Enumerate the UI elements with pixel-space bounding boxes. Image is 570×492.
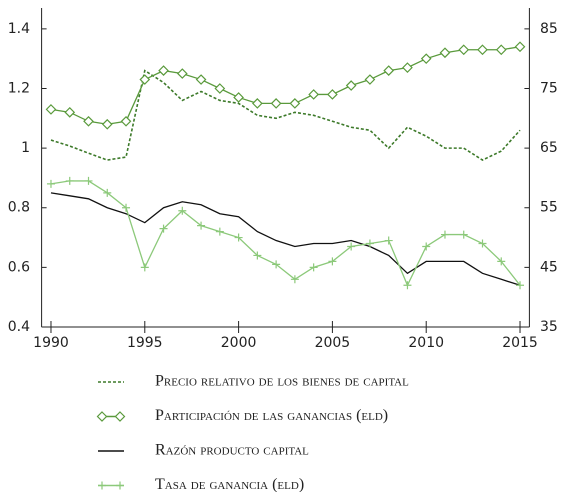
diamond-marker bbox=[402, 62, 413, 73]
diamond-marker bbox=[439, 47, 451, 59]
plus-marker bbox=[365, 239, 374, 248]
legend-label: Tasa de ganancia (eld) bbox=[155, 476, 304, 492]
diamond-marker bbox=[308, 89, 319, 100]
plus-marker bbox=[197, 221, 206, 230]
diamond-marker bbox=[96, 411, 108, 422]
diamond-marker bbox=[514, 41, 526, 53]
diamond-marker bbox=[327, 89, 338, 100]
plus-marker bbox=[253, 251, 262, 260]
plus-marker bbox=[159, 224, 168, 233]
plus-marker bbox=[140, 263, 149, 272]
plus-marker bbox=[384, 236, 393, 245]
y2-tick-label: 45 bbox=[540, 259, 558, 275]
legend-label: Razón producto capital bbox=[155, 442, 309, 459]
diamond-marker bbox=[83, 115, 94, 127]
plus-marker bbox=[116, 481, 124, 490]
x-tick-label: 2015 bbox=[502, 335, 538, 351]
legend-label: Precio relativo de los bienes de capital bbox=[155, 373, 409, 390]
diamond-marker bbox=[477, 44, 488, 56]
plus-marker bbox=[347, 242, 356, 251]
x-tick-label: 2005 bbox=[315, 335, 351, 351]
plus-marker bbox=[272, 260, 281, 269]
plus-marker bbox=[422, 242, 431, 251]
y-tick-label: 1 bbox=[21, 140, 30, 156]
y-tick-label: 0.4 bbox=[8, 319, 30, 335]
plus-marker bbox=[403, 281, 412, 290]
diamond-marker bbox=[458, 44, 470, 56]
y2-tick-label: 55 bbox=[540, 200, 558, 216]
plus-marker bbox=[98, 481, 106, 490]
y-tick-label: 1.2 bbox=[8, 80, 30, 96]
series-line bbox=[50, 180, 521, 287]
diamond-marker bbox=[420, 53, 432, 65]
y-tick-label: 1.4 bbox=[8, 21, 30, 37]
diamond-marker bbox=[64, 106, 76, 118]
x-tick-label: 2010 bbox=[408, 335, 444, 351]
diamond-marker bbox=[364, 74, 376, 85]
plus-marker bbox=[234, 233, 243, 242]
diamond-marker bbox=[195, 74, 207, 85]
diamond-marker bbox=[158, 65, 169, 76]
diamond-marker bbox=[252, 98, 263, 109]
diamond-marker bbox=[176, 68, 188, 79]
x-tick-label: 1990 bbox=[33, 335, 69, 351]
diamond-marker bbox=[114, 411, 126, 422]
plus-marker bbox=[122, 203, 131, 212]
diamond-marker bbox=[139, 74, 151, 85]
y-tick-label: 0.6 bbox=[8, 259, 30, 275]
plus-marker bbox=[84, 176, 93, 185]
plus-marker bbox=[478, 239, 487, 248]
series-line bbox=[50, 192, 521, 286]
plus-marker bbox=[178, 206, 187, 215]
y2-tick-label: 85 bbox=[540, 21, 558, 37]
plus-marker bbox=[46, 179, 55, 188]
y2-tick-label: 75 bbox=[540, 80, 558, 96]
plus-marker bbox=[328, 257, 337, 266]
diamond-marker bbox=[233, 92, 244, 103]
plus-marker bbox=[497, 257, 506, 266]
plus-marker bbox=[309, 263, 318, 272]
plus-marker bbox=[215, 227, 224, 236]
diamond-marker bbox=[214, 83, 226, 94]
y-tick-label: 0.8 bbox=[8, 200, 30, 216]
plus-marker bbox=[65, 176, 74, 185]
x-tick-label: 1995 bbox=[127, 335, 163, 351]
diamond-marker bbox=[120, 115, 132, 127]
diamond-marker bbox=[383, 65, 395, 76]
legend-label: Participación de las ganancias (eld) bbox=[155, 407, 388, 424]
diamond-marker bbox=[345, 80, 357, 91]
diamond-marker bbox=[289, 98, 301, 109]
plus-marker bbox=[440, 230, 449, 239]
plus-marker bbox=[516, 281, 525, 290]
x-tick-label: 2000 bbox=[221, 335, 257, 351]
plus-marker bbox=[459, 230, 468, 239]
y2-tick-label: 35 bbox=[540, 319, 558, 335]
plus-marker bbox=[290, 275, 299, 284]
series-line bbox=[50, 46, 521, 125]
diamond-marker bbox=[45, 104, 57, 115]
diamond-marker bbox=[495, 44, 507, 56]
diamond-marker bbox=[101, 118, 113, 130]
diamond-marker bbox=[270, 98, 282, 109]
y2-tick-label: 65 bbox=[540, 140, 558, 156]
series-line bbox=[50, 69, 521, 161]
plus-marker bbox=[103, 188, 112, 197]
